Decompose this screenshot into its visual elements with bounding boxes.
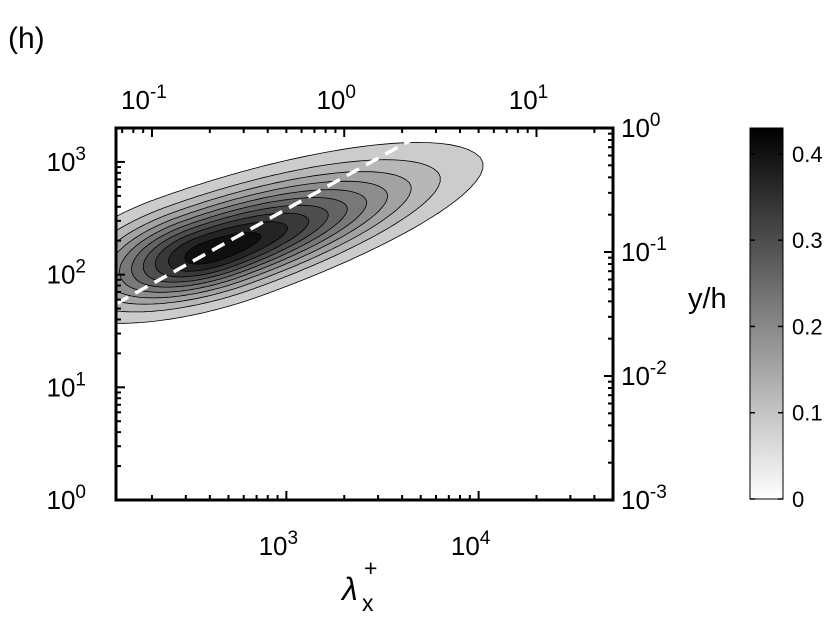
axis-tick-labels: 103 104 10-1 100 101 100 101 102 103 10-3 10-2 10-1… bbox=[47, 82, 667, 561]
right-y-axis-label: y/h bbox=[688, 283, 727, 315]
svg-text:λ: λ bbox=[340, 571, 358, 607]
tick-label: 102 bbox=[47, 257, 87, 290]
tick-label: 10-1 bbox=[121, 82, 167, 115]
dashed-reference-line bbox=[116, 133, 422, 306]
axis-ticks bbox=[116, 127, 614, 501]
tick-label: 101 bbox=[509, 82, 549, 115]
x-axis-label: λ x + bbox=[340, 555, 377, 616]
tick-label: 100 bbox=[316, 82, 356, 115]
panel-label: (h) bbox=[8, 22, 45, 55]
tick-label: 100 bbox=[621, 110, 661, 143]
tick-label: 10-1 bbox=[621, 234, 667, 267]
colorbar-tick-label: 0 bbox=[792, 487, 804, 512]
tick-label: 10-2 bbox=[621, 358, 667, 391]
tick-label: 104 bbox=[451, 528, 491, 561]
tick-label: 101 bbox=[47, 369, 87, 402]
contour-fills bbox=[116, 141, 484, 324]
tick-label: 103 bbox=[47, 144, 87, 177]
colorbar-tick-label: 0.1 bbox=[792, 401, 823, 426]
colorbar-tick-label: 0.3 bbox=[792, 228, 823, 253]
colorbar-tick-label: 0.2 bbox=[792, 314, 823, 339]
colorbar bbox=[749, 127, 784, 500]
svg-text:x: x bbox=[362, 590, 374, 616]
colorbar-tick-label: 0.4 bbox=[792, 142, 823, 167]
tick-label: 10-3 bbox=[621, 482, 667, 515]
tick-label: 100 bbox=[47, 482, 87, 515]
colorbar-ticks: 0 0.1 0.2 0.3 0.4 bbox=[750, 142, 823, 512]
plot-frame bbox=[114, 126, 615, 502]
svg-text:+: + bbox=[364, 555, 377, 581]
tick-label: 103 bbox=[259, 528, 299, 561]
